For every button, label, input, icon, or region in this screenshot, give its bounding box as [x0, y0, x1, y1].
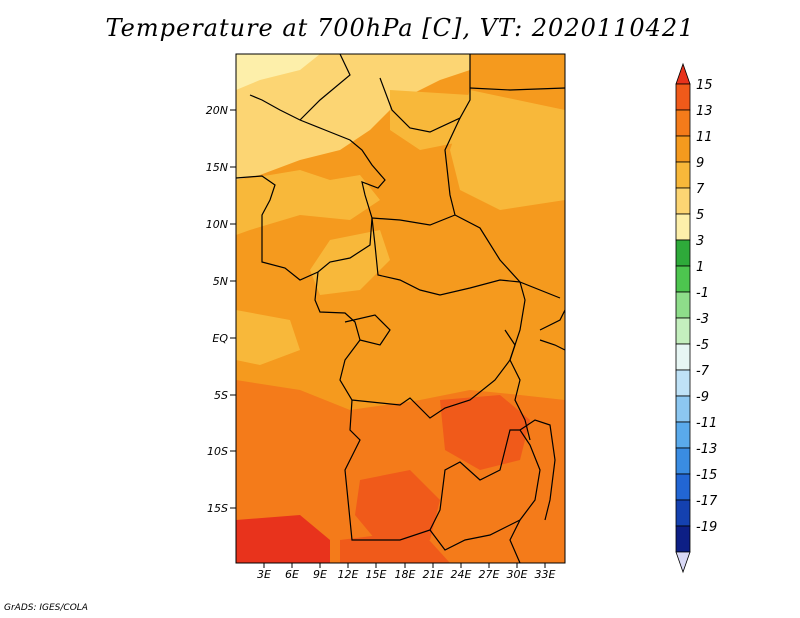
colorbar: 15 13 11 9 7 5 3 1 -1 -3 -5 -7 -9 -11 -13 -15 -17 -19 — [675, 62, 718, 574]
border-car — [371, 217, 521, 296]
border-egypt — [469, 87, 565, 91]
colorbar-label: 7 — [696, 182, 705, 197]
colorbar-swatch — [675, 161, 691, 189]
lon-label: 18E — [395, 568, 416, 581]
colorbar-label: -17 — [696, 494, 718, 509]
colorbar-label: 5 — [696, 208, 704, 223]
colorbar-label: -13 — [696, 442, 717, 457]
colorbar-label: 13 — [696, 104, 713, 119]
hottest-patch-southwest — [236, 515, 330, 563]
colorbar-label: 9 — [696, 156, 704, 171]
lon-label: 12E — [338, 568, 359, 581]
colorbar-swatch — [675, 369, 691, 397]
credit-label: GrADS: IGES/COLA — [4, 603, 88, 613]
border-east — [539, 309, 565, 331]
lon-label: 6E — [285, 568, 299, 581]
latitude-labels: 20N 15N 10N 5N EQ 5S 10S 15S — [206, 104, 236, 515]
colorbar-swatch — [675, 447, 691, 475]
colorbar-swatch — [675, 499, 691, 527]
colorbar-label: 3 — [696, 234, 704, 249]
lat-label: 20N — [206, 104, 228, 117]
lat-label: 10S — [207, 445, 228, 458]
lon-label: 21E — [423, 568, 444, 581]
mid-patch-coast — [236, 310, 300, 365]
hot-patch-far-south — [340, 530, 450, 563]
cool-region-north — [236, 54, 470, 180]
lat-label: 5N — [213, 275, 228, 288]
lon-label: 33E — [535, 568, 556, 581]
colorbar-label: -5 — [696, 338, 709, 353]
colorbar-label: -11 — [696, 416, 717, 431]
lon-label: 30E — [507, 568, 528, 581]
longitude-labels: 3E 6E 9E 12E 15E 18E 21E 24E 27E 30E 33E — [257, 563, 556, 581]
colorbar-swatch — [675, 291, 691, 319]
border-zambia-south — [429, 519, 521, 551]
colorbar-swatch — [675, 421, 691, 449]
colorbar-bottom-arrow — [675, 551, 691, 574]
colorbar-swatch — [675, 265, 691, 293]
border-malawi — [519, 419, 556, 521]
colorbar-label: 15 — [696, 78, 713, 93]
border-north-2 — [379, 54, 471, 133]
colorbar-swatch — [675, 135, 691, 163]
coldest-region-northwest — [236, 54, 320, 90]
map-frame — [235, 53, 566, 564]
border-sudan — [444, 117, 561, 299]
colorbar-swatch — [675, 213, 691, 241]
border-angola-zambia — [344, 399, 541, 563]
mid-band-far-east — [450, 90, 565, 210]
border-chad-south — [371, 214, 456, 226]
colorbar-label: 11 — [696, 130, 713, 145]
lon-label: 27E — [479, 568, 500, 581]
lat-label: 15S — [207, 502, 228, 515]
lon-label: 9E — [313, 568, 327, 581]
colorbar-swatch — [675, 525, 691, 553]
border-gabon — [344, 314, 391, 346]
colorbar-swatch — [675, 343, 691, 371]
lat-label: 5S — [214, 389, 228, 402]
colorbar-label: -15 — [696, 468, 717, 483]
colorbar-label: -19 — [696, 520, 717, 535]
colorbar-swatch — [675, 83, 691, 111]
mid-patch-central — [310, 230, 390, 295]
colorbar-label: -3 — [696, 312, 709, 327]
lon-label: 24E — [451, 568, 472, 581]
colorbar-swatch — [675, 395, 691, 423]
mid-band-east — [390, 90, 470, 150]
colorbar-swatch — [675, 109, 691, 137]
lon-label: 15E — [366, 568, 387, 581]
border-lakes — [504, 329, 531, 441]
colorbar-label: -7 — [696, 364, 710, 379]
colorbar-swatch — [675, 239, 691, 267]
colorbar-label: -1 — [696, 286, 709, 301]
country-borders — [236, 54, 565, 563]
colorbar-swatch — [675, 473, 691, 501]
lat-label: 15N — [206, 161, 228, 174]
map-title: Temperature at 700hPa [C], VT: 202011042… — [105, 14, 695, 42]
mid-band — [236, 170, 380, 235]
lon-label: 3E — [257, 568, 271, 581]
colorbar-label: 1 — [696, 260, 704, 275]
border-north-1 — [299, 54, 351, 121]
border-kenya — [539, 339, 565, 351]
temperature-fill — [236, 54, 565, 563]
colorbar-top-arrow — [675, 62, 691, 85]
colorbar-label: -9 — [696, 390, 709, 405]
hot-patch-south — [355, 470, 440, 545]
lat-label: EQ — [212, 332, 228, 345]
colorbar-swatch — [675, 317, 691, 345]
hot-patch-east — [440, 395, 530, 470]
colorbar-swatch — [675, 187, 691, 215]
lat-label: 10N — [206, 218, 228, 231]
